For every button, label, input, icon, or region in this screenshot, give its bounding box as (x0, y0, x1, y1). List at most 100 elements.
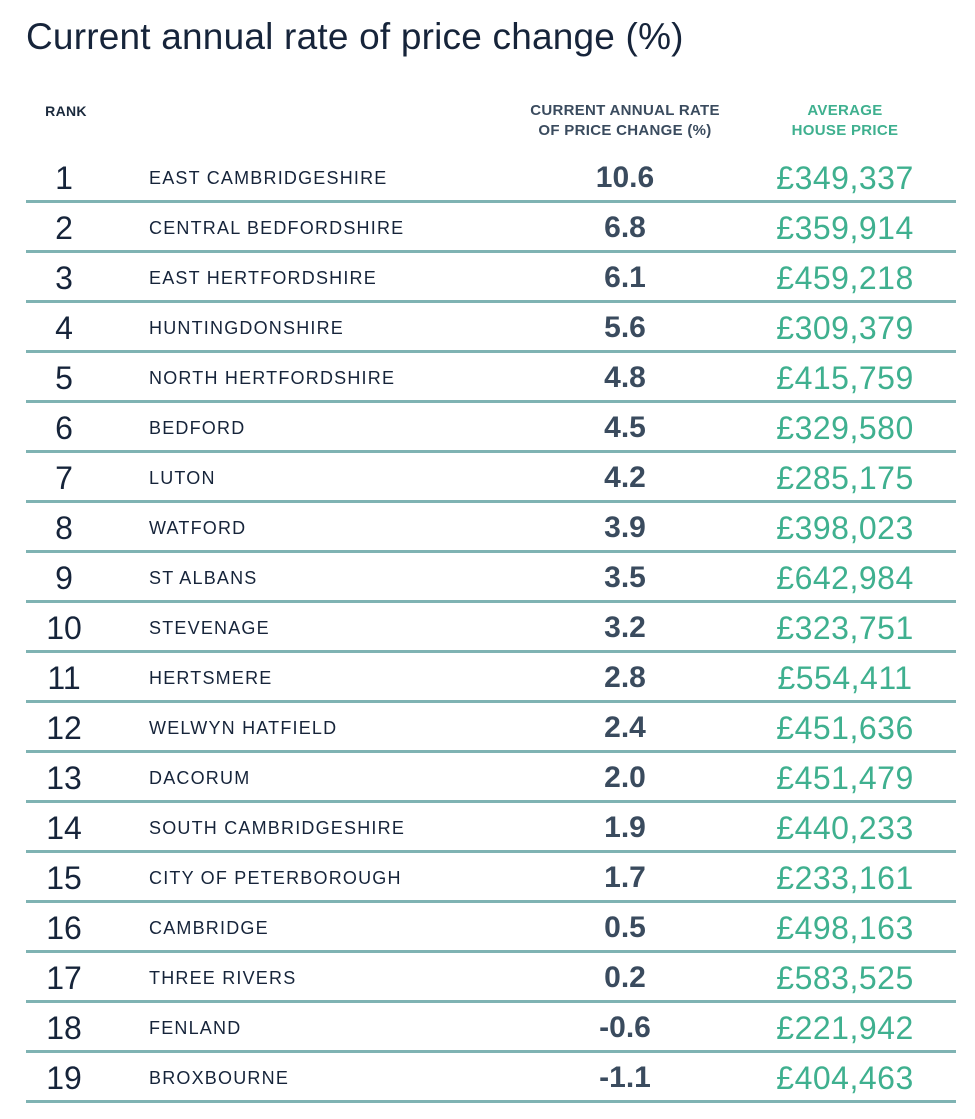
rank-cell: 3 (55, 260, 73, 296)
table-row: 7 LUTON 4.2 £285,175 (26, 453, 956, 503)
rank-cell: 8 (55, 510, 73, 546)
rate-cell: 6.1 (604, 261, 646, 294)
table-row: 17 THREE RIVERS 0.2 £583,525 (26, 953, 956, 1003)
rate-cell: 3.9 (604, 511, 646, 544)
table-row: 6 BEDFORD 4.5 £329,580 (26, 403, 956, 453)
price-cell: £498,163 (776, 910, 914, 946)
price-cell: £451,636 (776, 710, 914, 746)
rank-cell: 18 (46, 1010, 82, 1046)
area-cell: HERTSMERE (149, 668, 273, 688)
table-row: 11 HERTSMERE 2.8 £554,411 (26, 653, 956, 703)
rank-cell: 12 (46, 710, 82, 746)
table-row: 3 EAST HERTFORDSHIRE 6.1 £459,218 (26, 253, 956, 303)
rank-cell: 6 (55, 410, 73, 446)
header-price-line2: HOUSE PRICE (791, 122, 899, 139)
table-row: 16 CAMBRIDGE 0.5 £498,163 (26, 903, 956, 953)
rate-cell: 2.8 (604, 661, 646, 694)
area-cell: CITY OF PETERBOROUGH (149, 868, 402, 888)
price-cell: £459,218 (776, 260, 914, 296)
rate-cell: -0.6 (599, 1011, 651, 1044)
table-row: 13 DACORUM 2.0 £451,479 (26, 753, 956, 803)
rate-cell: 6.8 (604, 211, 646, 244)
table-row: 19 BROXBOURNE -1.1 £404,463 (26, 1053, 956, 1103)
header-rate-line2: OF PRICE CHANGE (%) (538, 122, 712, 139)
area-cell: BROXBOURNE (149, 1068, 290, 1088)
area-cell: WELWYN HATFIELD (149, 718, 338, 738)
rank-cell: 16 (46, 910, 82, 946)
rank-cell: 4 (55, 310, 73, 346)
table-row: 18 FENLAND -0.6 £221,942 (26, 1003, 956, 1053)
area-cell: HUNTINGDONSHIRE (149, 318, 345, 338)
rate-cell: 1.9 (604, 811, 646, 844)
price-cell: £309,379 (776, 310, 914, 346)
page-title: Current annual rate of price change (%) (26, 16, 684, 57)
price-cell: £359,914 (776, 210, 914, 246)
rate-cell: 4.2 (604, 461, 646, 494)
rate-cell: 0.2 (604, 961, 646, 994)
rate-cell: 3.2 (604, 611, 646, 644)
price-cell: £415,759 (776, 360, 914, 396)
area-cell: THREE RIVERS (149, 968, 297, 988)
rate-cell: 4.8 (604, 361, 646, 394)
rate-cell: 5.6 (604, 311, 646, 344)
table-row: 5 NORTH HERTFORDSHIRE 4.8 £415,759 (26, 353, 956, 403)
rank-cell: 13 (46, 760, 82, 796)
price-cell: £349,337 (776, 160, 914, 196)
rate-cell: 2.0 (604, 761, 646, 794)
area-cell: STEVENAGE (149, 618, 270, 638)
area-cell: EAST CAMBRIDGESHIRE (149, 168, 388, 188)
area-cell: EAST HERTFORDSHIRE (149, 268, 377, 288)
header-price: AVERAGE HOUSE PRICE (755, 101, 935, 141)
rank-cell: 1 (55, 160, 73, 196)
rank-cell: 10 (46, 610, 82, 646)
rank-cell: 5 (55, 360, 73, 396)
header-rate-line1: CURRENT ANNUAL RATE (530, 102, 720, 119)
rank-cell: 11 (47, 660, 81, 696)
price-cell: £404,463 (776, 1060, 914, 1096)
area-cell: SOUTH CAMBRIDGESHIRE (149, 818, 406, 838)
ranking-table: 1 EAST CAMBRIDGESHIRE 10.6 £349,337 2 CENTRAL… (26, 153, 956, 1103)
header-price-line1: AVERAGE (807, 102, 883, 119)
rate-cell: 4.5 (604, 411, 646, 444)
table-row: 2 CENTRAL BEDFORDSHIRE 6.8 £359,914 (26, 203, 956, 253)
table-row: 12 WELWYN HATFIELD 2.4 £451,636 (26, 703, 956, 753)
price-cell: £323,751 (776, 610, 914, 646)
table-row: 9 ST ALBANS 3.5 £642,984 (26, 553, 956, 603)
header-rank: RANK (45, 103, 87, 119)
rank-cell: 2 (55, 210, 73, 246)
table-row: 15 CITY OF PETERBOROUGH 1.7 £233,161 (26, 853, 956, 903)
price-cell: £642,984 (776, 560, 914, 596)
rank-cell: 14 (46, 810, 82, 846)
area-cell: CENTRAL BEDFORDSHIRE (149, 218, 405, 238)
rate-cell: 2.4 (604, 711, 646, 744)
area-cell: FENLAND (149, 1018, 242, 1038)
rate-cell: -1.1 (599, 1061, 651, 1094)
price-cell: £398,023 (776, 510, 914, 546)
area-cell: NORTH HERTFORDSHIRE (149, 368, 396, 388)
header-rate: CURRENT ANNUAL RATE OF PRICE CHANGE (%) (500, 101, 750, 141)
table-row: 1 EAST CAMBRIDGESHIRE 10.6 £349,337 (26, 153, 956, 203)
rate-cell: 10.6 (595, 161, 655, 194)
price-cell: £440,233 (776, 810, 914, 846)
area-cell: LUTON (149, 468, 216, 488)
area-cell: BEDFORD (149, 418, 246, 438)
rate-cell: 3.5 (604, 561, 646, 594)
price-cell: £329,580 (776, 410, 914, 446)
table-row: 4 HUNTINGDONSHIRE 5.6 £309,379 (26, 303, 956, 353)
price-cell: £583,525 (776, 960, 914, 996)
area-cell: ST ALBANS (149, 568, 258, 588)
area-cell: CAMBRIDGE (149, 918, 269, 938)
area-cell: DACORUM (149, 768, 251, 788)
price-cell: £285,175 (776, 460, 914, 496)
price-cell: £233,161 (776, 860, 914, 896)
rate-cell: 0.5 (604, 911, 646, 944)
table-row: 10 STEVENAGE 3.2 £323,751 (26, 603, 956, 653)
rank-cell: 17 (46, 960, 82, 996)
price-cell: £554,411 (777, 660, 913, 696)
price-cell: £221,942 (776, 1010, 914, 1046)
rank-cell: 7 (55, 460, 73, 496)
area-cell: WATFORD (149, 518, 247, 538)
rate-cell: 1.7 (604, 861, 646, 894)
table-row: 8 WATFORD 3.9 £398,023 (26, 503, 956, 553)
price-cell: £451,479 (776, 760, 914, 796)
